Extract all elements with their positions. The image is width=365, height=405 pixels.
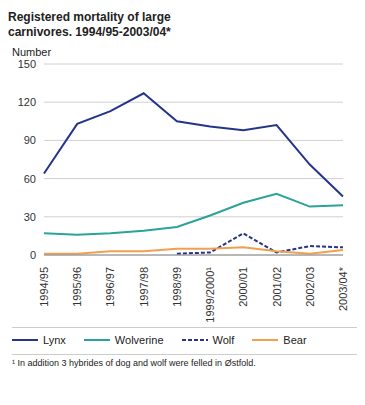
html-text:Wolverine: Wolverine: [114, 334, 164, 346]
svg-text:2001/02: 2001/02: [271, 267, 283, 307]
svg-text:1995/96: 1995/96: [71, 267, 83, 307]
html-text:Registered mortality of large: Registered mortality of large carnivores…: [8, 10, 171, 39]
svg-text:2000/01: 2000/01: [237, 267, 249, 307]
svg-text:1994/95: 1994/95: [38, 267, 50, 307]
svg-text:1999/2000¹: 1999/2000¹: [204, 267, 216, 323]
html-text:Wolf: Wolf: [212, 334, 235, 346]
svg-text:1998/99: 1998/99: [171, 267, 183, 307]
html-text:¹ In addition 3 hybrides of do: ¹ In addition 3 hybrides of dog and wolf…: [12, 358, 256, 368]
svg-text:0: 0: [30, 249, 36, 261]
svg-text:1996/97: 1996/97: [104, 267, 116, 307]
svg-text:1997/98: 1997/98: [138, 267, 150, 307]
svg-text:30: 30: [24, 211, 36, 223]
html-text:Lynx: Lynx: [43, 334, 66, 346]
html-text:Number: Number: [12, 46, 52, 58]
svg-text:150: 150: [18, 58, 36, 70]
html-text:Bear: Bear: [283, 334, 307, 346]
svg-text:2002/03: 2002/03: [304, 267, 316, 307]
svg-text:60: 60: [24, 173, 36, 185]
svg-text:120: 120: [18, 96, 36, 108]
svg-text:2003/04*: 2003/04*: [337, 266, 349, 311]
svg-text:90: 90: [24, 134, 36, 146]
